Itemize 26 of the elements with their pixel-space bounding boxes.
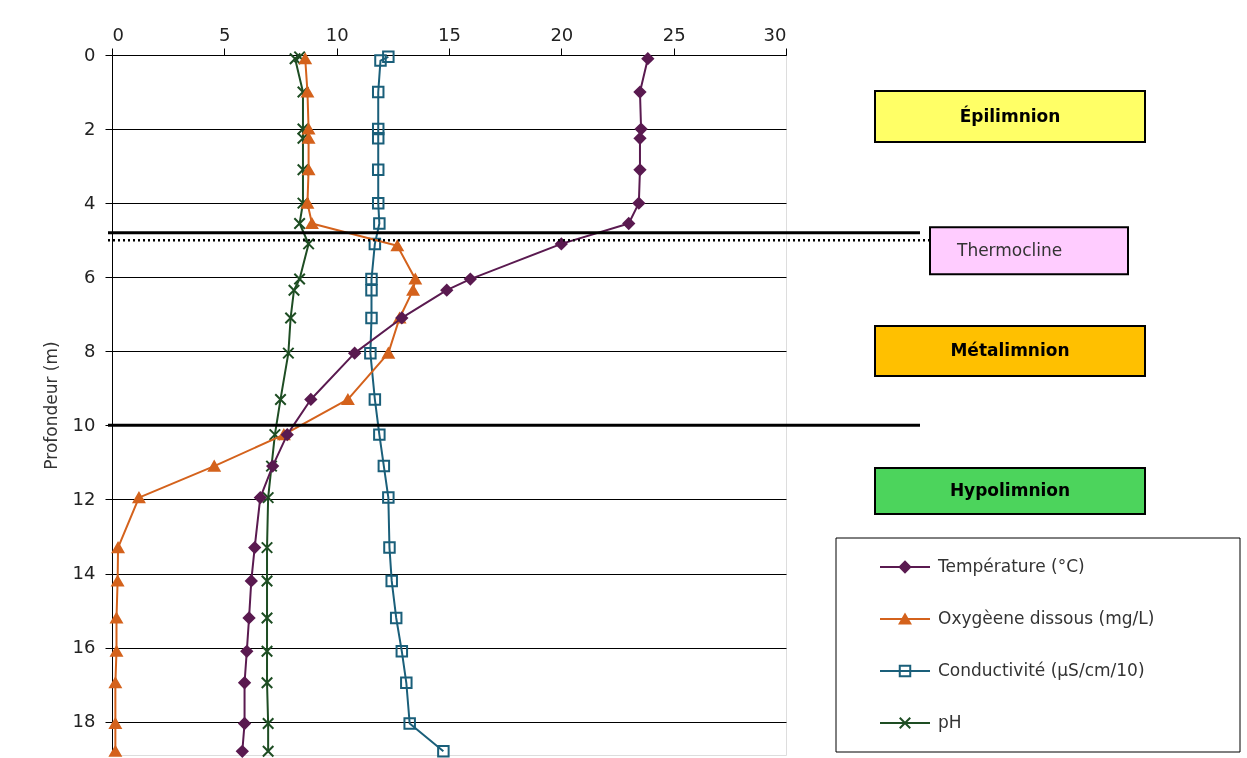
legend-label: Conductivité (µS/cm/10) bbox=[938, 660, 1145, 680]
y-tick-label: 14 bbox=[72, 562, 96, 584]
text: Épilimnion bbox=[959, 104, 1061, 126]
y-tick-label: 8 bbox=[84, 339, 96, 361]
y-tick-label: 10 bbox=[72, 413, 96, 435]
x-tick-label: 5 bbox=[219, 23, 231, 45]
y-tick-label: 12 bbox=[72, 487, 96, 509]
x-tick-label: 0 bbox=[112, 23, 124, 45]
x-tick-label: 25 bbox=[662, 23, 686, 45]
y-tick-label: 18 bbox=[72, 710, 96, 732]
legend-label: pH bbox=[938, 712, 962, 732]
x-tick-label: 10 bbox=[325, 23, 349, 45]
y-axis-title: Profondeur (m) bbox=[40, 341, 61, 470]
text: Métalimnion bbox=[950, 340, 1070, 360]
x-tick-label: 15 bbox=[438, 23, 461, 45]
legend-label: Température (°C) bbox=[937, 556, 1085, 576]
y-tick-label: 0 bbox=[84, 43, 96, 65]
y-tick-label: 4 bbox=[84, 191, 96, 213]
text: Hypolimnion bbox=[949, 480, 1071, 500]
y-tick-label: 2 bbox=[84, 117, 96, 139]
ref-line-label: Thermocline bbox=[956, 240, 1063, 261]
y-tick-label: 16 bbox=[72, 636, 96, 658]
y-tick-label: 6 bbox=[84, 265, 96, 287]
x-tick-label: 30 bbox=[763, 23, 787, 45]
legend-label: Oxygèene dissous (mg/L) bbox=[938, 608, 1155, 628]
x-tick-label: 20 bbox=[550, 23, 574, 45]
